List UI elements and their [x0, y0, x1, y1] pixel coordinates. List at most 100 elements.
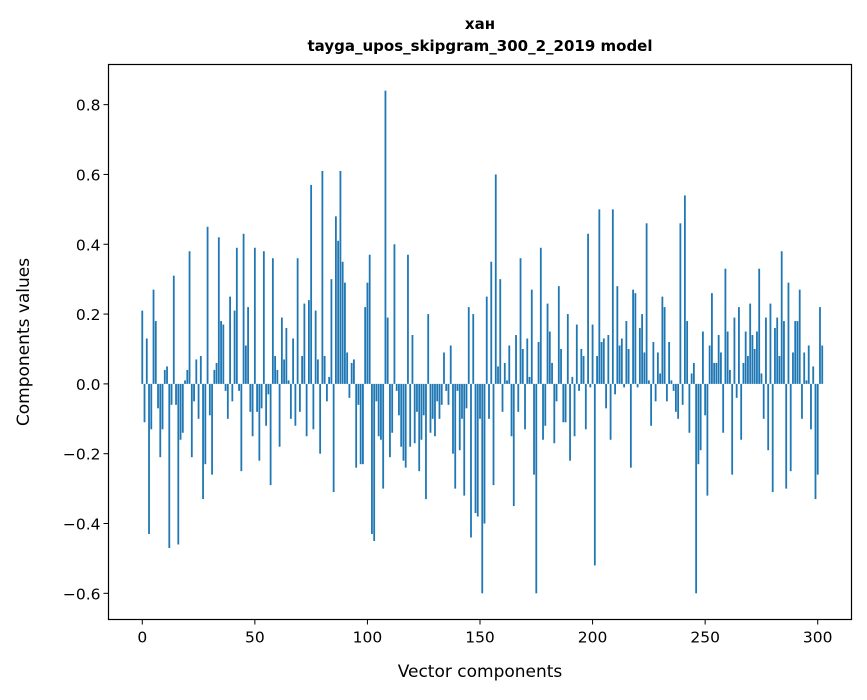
bar: [742, 362, 745, 384]
bar: [208, 383, 211, 416]
bar: [280, 317, 283, 384]
x-tick-label: 300: [803, 629, 833, 647]
bar: [524, 383, 526, 430]
bar: [715, 362, 718, 384]
bar: [472, 314, 475, 384]
bar: [145, 338, 148, 384]
bar: [819, 307, 821, 384]
bar: [470, 383, 472, 538]
bar: [447, 383, 450, 405]
bar: [148, 383, 150, 534]
bar: [695, 383, 698, 594]
bar: [310, 184, 313, 384]
bar: [395, 383, 398, 391]
y-tick-label: 0.8: [76, 97, 101, 115]
bar: [193, 383, 195, 402]
bar: [733, 317, 736, 384]
bar: [708, 345, 711, 384]
bar: [440, 383, 443, 405]
bar: [161, 383, 164, 430]
bar: [172, 275, 175, 384]
x-tick-label: 0: [137, 629, 147, 647]
bar: [598, 209, 601, 384]
bar: [222, 324, 225, 384]
bar: [283, 359, 286, 384]
bar: [731, 383, 734, 475]
x-tick-label: 100: [353, 629, 383, 647]
bar: [186, 369, 189, 384]
y-tick-label: 0.0: [76, 376, 101, 394]
y-axis: 0.8 0.6 0.4 0.2 0.0 −0.2 −0.4 −0.6: [63, 97, 109, 603]
bar: [321, 170, 324, 384]
bar: [584, 383, 587, 430]
y-tick-label: 0.6: [76, 166, 101, 184]
bar: [434, 383, 436, 437]
bar: [481, 383, 484, 594]
bar: [810, 383, 812, 430]
bar: [501, 383, 504, 412]
bar: [344, 282, 346, 384]
y-tick-label: −0.4: [63, 516, 101, 534]
bar: [274, 355, 277, 384]
bar: [422, 383, 425, 416]
bar: [699, 383, 702, 451]
bar: [364, 307, 367, 384]
bar: [697, 383, 700, 465]
y-tick-label: −0.2: [63, 446, 101, 464]
bar: [792, 352, 794, 384]
bar: [492, 383, 495, 486]
bar: [348, 383, 351, 398]
bar: [654, 383, 657, 402]
bar: [163, 369, 166, 384]
bar: [244, 345, 247, 384]
bar: [337, 240, 340, 384]
bar: [285, 328, 288, 384]
bar: [159, 383, 162, 458]
bar: [546, 303, 549, 384]
bar: [564, 383, 567, 423]
bar: [323, 355, 326, 384]
bar-series: [141, 90, 824, 594]
bar: [339, 170, 342, 384]
bar: [677, 383, 680, 419]
bar: [152, 289, 155, 384]
bar: [724, 268, 727, 384]
bar: [690, 373, 693, 384]
bar: [551, 362, 553, 384]
bar: [643, 352, 646, 384]
bar: [265, 383, 268, 426]
x-axis: 0 50 100 150 200 250 300: [137, 619, 833, 647]
bar: [353, 359, 355, 384]
bar: [307, 300, 310, 384]
bar: [181, 383, 184, 433]
bar: [535, 383, 538, 594]
bar: [407, 254, 409, 384]
bar: [251, 383, 254, 437]
bar: [632, 289, 634, 384]
bar: [143, 383, 146, 423]
bar: [276, 369, 279, 384]
bar: [260, 383, 263, 409]
bar: [398, 383, 400, 416]
bar: [756, 331, 758, 384]
bar: [521, 348, 524, 384]
bar: [175, 383, 177, 405]
bar: [384, 90, 387, 384]
bar: [202, 383, 204, 500]
bar: [679, 223, 682, 384]
bar: [267, 383, 270, 395]
bar: [555, 383, 558, 402]
bar: [753, 348, 756, 384]
bar: [168, 383, 171, 548]
bar: [150, 383, 153, 430]
bar: [605, 383, 607, 409]
bar: [420, 383, 423, 440]
x-tick-label: 150: [465, 629, 495, 647]
bar: [141, 310, 144, 384]
bar: [184, 380, 186, 384]
bar: [389, 383, 391, 458]
bar: [711, 293, 713, 384]
bar: [296, 258, 299, 384]
